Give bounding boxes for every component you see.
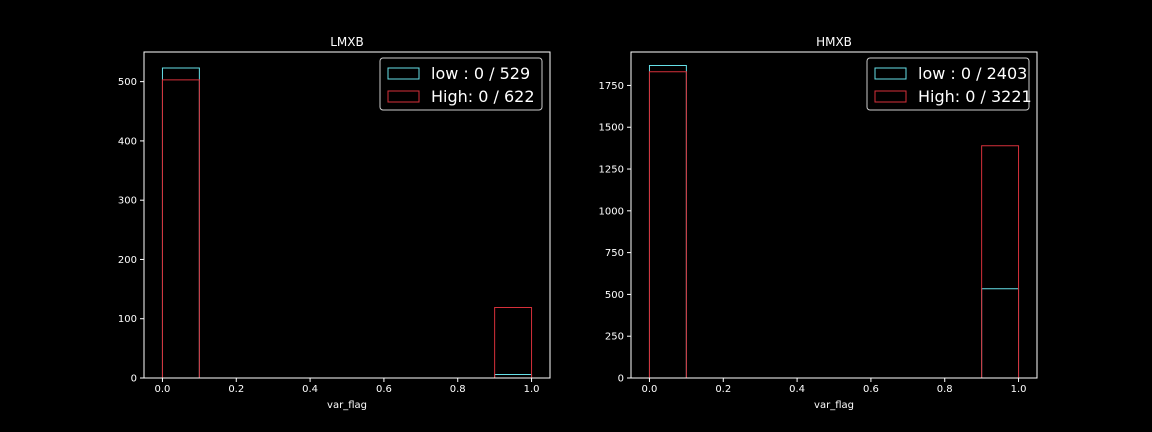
chart-lmxb-xtick-label-5: 1.0	[524, 384, 540, 395]
chart-hmxb-xtick-label-2: 0.4	[789, 384, 805, 395]
chart-lmxb-xlabel: var_flag	[327, 400, 367, 411]
chart-lmxb-legend-swatch-0	[387, 67, 420, 80]
chart-lmxb-legend-label-1: High: 0 / 622	[431, 87, 535, 106]
chart-hmxb-frame	[630, 51, 1038, 379]
chart-hmxb-ytick-label-5: 1250	[599, 165, 624, 176]
chart-hmxb-legend: low : 0 / 2403 High: 0 / 3221	[866, 57, 1032, 111]
chart-hmxb-xtick-label-4: 0.8	[937, 384, 953, 395]
chart-hmxb-series-1-bar-0	[648, 71, 687, 378]
chart-lmxb-xtick-label-2: 0.4	[302, 384, 318, 395]
chart-hmxb-legend-swatch-0	[874, 67, 907, 80]
chart-lmxb-title: LMXB	[330, 35, 364, 49]
chart-lmxb-ytick-label-3: 300	[118, 196, 137, 207]
chart-lmxb-ytick-label-2: 200	[118, 255, 137, 266]
chart-lmxb-ytick-label-4: 400	[118, 136, 137, 147]
chart-lmxb-legend-frame	[379, 57, 543, 111]
chart-hmxb-xtick-label-5: 1.0	[1011, 384, 1027, 395]
chart-lmxb-xtick-label-3: 0.6	[376, 384, 392, 395]
chart-hmxb-ytick-label-4: 1000	[599, 206, 624, 217]
chart-hmxb-ytick-label-1: 250	[605, 332, 624, 343]
chart-lmxb-ytick-label-1: 100	[118, 314, 137, 325]
chart-lmxb-ytick-label-5: 500	[118, 77, 137, 88]
chart-lmxb-series-1-bar-1	[494, 306, 533, 378]
chart-lmxb-xtick-label-1: 0.2	[228, 384, 244, 395]
chart-lmxb-legend-label-0: low : 0 / 529	[431, 64, 530, 83]
chart-lmxb-legend-swatch-1	[387, 90, 420, 103]
chart-hmxb-xlabel: var_flag	[814, 400, 854, 411]
chart-hmxb-legend-swatch-1	[874, 90, 907, 103]
chart-lmxb-legend: low : 0 / 529 High: 0 / 622	[379, 57, 543, 111]
chart-hmxb-ytick-label-2: 500	[605, 290, 624, 301]
chart-hmxb-xtick-label-1: 0.2	[715, 384, 731, 395]
chart-hmxb-ytick-label-3: 750	[605, 248, 624, 259]
chart-hmxb-legend-label-0: low : 0 / 2403	[918, 64, 1027, 83]
chart-hmxb-title: HMXB	[816, 35, 852, 49]
chart-lmxb-xtick-label-0: 0.0	[155, 384, 171, 395]
chart-hmxb-legend-frame	[866, 57, 1030, 111]
chart-hmxb: 0.0 0.2 0.4 0.6 0.8 1.0 0 250 500 750 1000 1250 1500…	[599, 35, 1038, 411]
chart-lmxb: 0.0 0.2 0.4 0.6 0.8 1.0 0 100 200 300 400 500 LMXB va…	[118, 35, 551, 411]
chart-hmxb-series-1-bar-1	[981, 145, 1020, 378]
chart-lmxb-xtick-label-4: 0.8	[450, 384, 466, 395]
chart-lmxb-series-1-bar-0	[161, 79, 200, 378]
chart-lmxb-ytick-label-0: 0	[131, 374, 137, 385]
chart-hmxb-ytick-label-7: 1750	[599, 81, 624, 92]
chart-hmxb-xtick-label-3: 0.6	[863, 384, 879, 395]
chart-hmxb-legend-label-1: High: 0 / 3221	[918, 87, 1032, 106]
chart-hmxb-ytick-label-0: 0	[618, 374, 624, 385]
chart-lmxb-frame	[143, 51, 551, 379]
chart-hmxb-ytick-label-6: 1500	[599, 123, 624, 134]
chart-hmxb-xtick-label-0: 0.0	[642, 384, 658, 395]
